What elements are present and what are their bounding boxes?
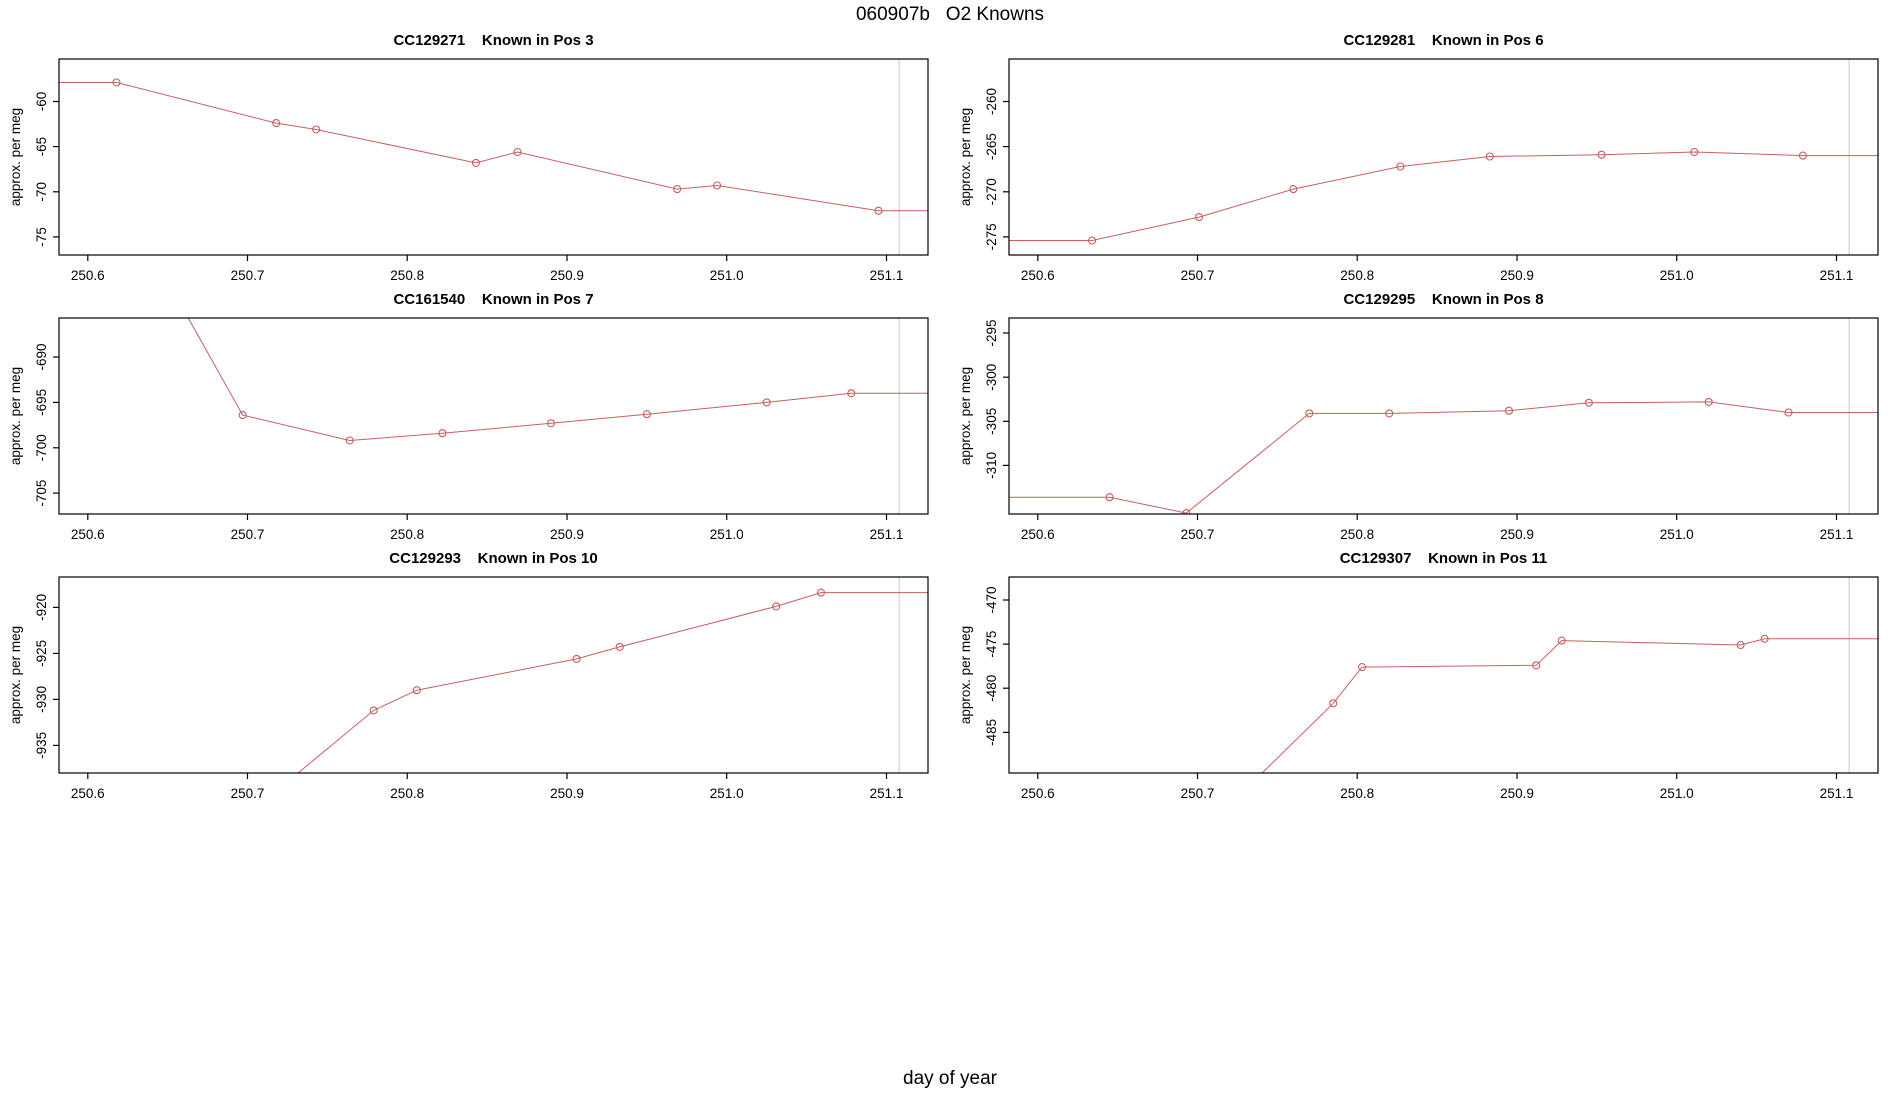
svg-text:-705: -705 <box>34 480 49 507</box>
plot-title: CC129271 Known in Pos 3 <box>393 32 594 49</box>
svg-text:approx. per meg: approx. per meg <box>8 367 23 465</box>
svg-text:approx. per meg: approx. per meg <box>958 108 973 206</box>
svg-text:250.7: 250.7 <box>1181 527 1215 542</box>
main-title: 060907b O2 Knowns <box>855 4 1045 25</box>
plot-title: CC129293 Known in Pos 10 <box>389 550 598 567</box>
svg-text:250.7: 250.7 <box>231 527 265 542</box>
plot-area-cc129293: 250.6 250.7 250.8 250.9 251.0 251.1 -920 -925 -9… <box>8 576 929 801</box>
svg-text:-475: -475 <box>984 631 999 658</box>
svg-text:-60: -60 <box>34 92 49 112</box>
plot-area-cc129271: 250.6 250.7 250.8 250.9 251.0 251.1 -60 -65 -70 -… <box>8 58 929 283</box>
svg-text:-935: -935 <box>34 732 49 759</box>
svg-text:250.9: 250.9 <box>550 786 584 801</box>
svg-text:-275: -275 <box>984 223 999 250</box>
svg-text:-310: -310 <box>984 452 999 479</box>
svg-text:-925: -925 <box>34 640 49 667</box>
svg-text:-265: -265 <box>984 133 999 160</box>
svg-text:250.6: 250.6 <box>71 268 105 283</box>
svg-text:-695: -695 <box>34 389 49 416</box>
svg-text:250.6: 250.6 <box>1021 527 1055 542</box>
svg-text:250.6: 250.6 <box>71 527 105 542</box>
svg-text:250.7: 250.7 <box>231 786 265 801</box>
subplot-cc129281-pos6: CC129281 Known in Pos 6 250.6 250.7 250.8 2… <box>950 26 1900 285</box>
svg-text:250.7: 250.7 <box>1181 786 1215 801</box>
svg-text:250.8: 250.8 <box>1340 786 1374 801</box>
svg-text:250.8: 250.8 <box>1340 268 1374 283</box>
svg-text:251.1: 251.1 <box>1820 786 1854 801</box>
svg-text:-690: -690 <box>34 343 49 370</box>
svg-text:251.0: 251.0 <box>1660 786 1694 801</box>
svg-text:251.1: 251.1 <box>1820 268 1854 283</box>
svg-text:250.9: 250.9 <box>1500 268 1534 283</box>
svg-text:-305: -305 <box>984 408 999 435</box>
svg-text:-70: -70 <box>34 182 49 202</box>
svg-text:250.9: 250.9 <box>550 527 584 542</box>
plot-title: CC161540 Known in Pos 7 <box>393 291 594 308</box>
plot-title: CC129307 Known in Pos 11 <box>1339 550 1548 567</box>
svg-text:-480: -480 <box>984 675 999 702</box>
svg-text:-470: -470 <box>984 586 999 613</box>
outer-x-axis-label: day of year <box>903 1068 997 1089</box>
svg-text:251.1: 251.1 <box>870 786 904 801</box>
svg-text:-260: -260 <box>984 88 999 115</box>
svg-text:250.9: 250.9 <box>1500 786 1534 801</box>
svg-text:approx. per meg: approx. per meg <box>958 367 973 465</box>
svg-text:-75: -75 <box>34 227 49 247</box>
svg-text:250.8: 250.8 <box>1340 527 1374 542</box>
svg-text:251.0: 251.0 <box>710 268 744 283</box>
svg-text:-65: -65 <box>34 137 49 157</box>
plot-title: CC129295 Known in Pos 8 <box>1343 291 1544 308</box>
subplot-cc161540-pos7: CC161540 Known in Pos 7 250.6 250.7 250.8 2… <box>0 285 950 544</box>
svg-text:250.6: 250.6 <box>1021 786 1055 801</box>
svg-text:251.0: 251.0 <box>1660 527 1694 542</box>
svg-text:approx. per meg: approx. per meg <box>8 108 23 206</box>
svg-text:251.1: 251.1 <box>1820 527 1854 542</box>
svg-text:250.8: 250.8 <box>390 527 424 542</box>
svg-text:approx. per meg: approx. per meg <box>958 626 973 724</box>
svg-text:250.6: 250.6 <box>1021 268 1055 283</box>
svg-text:250.9: 250.9 <box>550 268 584 283</box>
svg-text:-270: -270 <box>984 178 999 205</box>
svg-text:250.6: 250.6 <box>71 786 105 801</box>
plot-area-cc161540: 250.6 250.7 250.8 250.9 251.0 251.1 -690 -695 -7… <box>8 317 929 542</box>
subplot-cc129307-pos11: CC129307 Known in Pos 11 250.6 250.7 250.8… <box>950 544 1900 803</box>
subplot-cc129271-pos3: CC129271 Known in Pos 3 250.6 250.7 250.8 2… <box>0 26 950 285</box>
subplot-cc129295-pos8: CC129295 Known in Pos 8 250.6 250.7 250.8 2… <box>950 285 1900 544</box>
plot-area-cc129307: 250.6 250.7 250.8 250.9 251.0 251.1 -470 -475 -4… <box>958 576 1879 801</box>
plot-title: CC129281 Known in Pos 6 <box>1343 32 1544 49</box>
svg-text:250.8: 250.8 <box>390 268 424 283</box>
svg-text:251.0: 251.0 <box>710 527 744 542</box>
svg-text:-930: -930 <box>34 686 49 713</box>
svg-text:-485: -485 <box>984 719 999 746</box>
plot-area-cc129295: 250.6 250.7 250.8 250.9 251.0 251.1 -295 -300 -3… <box>958 317 1879 542</box>
subplot-cc129293-pos10: CC129293 Known in Pos 10 250.6 250.7 250.8… <box>0 544 950 803</box>
svg-text:250.7: 250.7 <box>1181 268 1215 283</box>
svg-text:251.1: 251.1 <box>870 527 904 542</box>
plot-area-cc129281: 250.6 250.7 250.8 250.9 251.0 251.1 -260 -265 -2… <box>958 58 1879 283</box>
svg-text:250.8: 250.8 <box>390 786 424 801</box>
svg-text:251.1: 251.1 <box>870 268 904 283</box>
svg-text:-920: -920 <box>34 594 49 621</box>
svg-text:-295: -295 <box>984 319 999 346</box>
svg-text:approx. per meg: approx. per meg <box>8 626 23 724</box>
svg-text:251.0: 251.0 <box>710 786 744 801</box>
svg-text:250.7: 250.7 <box>231 268 265 283</box>
svg-text:251.0: 251.0 <box>1660 268 1694 283</box>
svg-text:-700: -700 <box>34 434 49 461</box>
svg-text:250.9: 250.9 <box>1500 527 1534 542</box>
svg-text:-300: -300 <box>984 364 999 391</box>
